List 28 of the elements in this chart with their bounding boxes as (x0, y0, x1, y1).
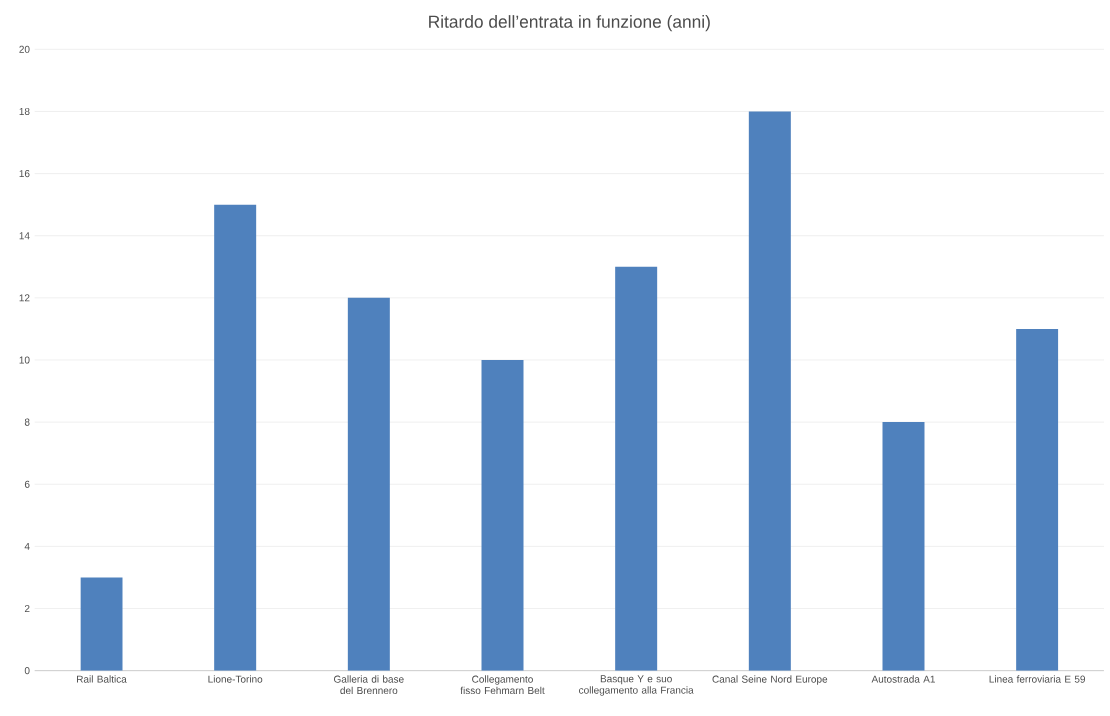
y-tick-label: 14 (19, 232, 30, 240)
y-tick-label: 2 (24, 605, 30, 613)
x-tick-label: Canal Seine Nord Europe (712, 675, 828, 685)
y-tick-label: 20 (19, 45, 30, 53)
x-tick-label: Lione-Torino (208, 675, 263, 683)
x-tick-label: Autostrada A1 (871, 675, 935, 683)
x-tick-label: Collegamento fisso Fehmarn Belt (460, 675, 545, 695)
y-tick-label: 8 (24, 418, 30, 426)
x-tick-label: Basque Y e suo collegamento alla Francia (579, 675, 694, 696)
y-tick-label: 6 (24, 480, 30, 488)
bar (347, 297, 390, 671)
bar (481, 359, 524, 671)
bar (882, 422, 925, 671)
y-tick-label: 4 (24, 542, 30, 550)
x-tick-label: Rail Baltica (77, 675, 127, 683)
bar (748, 111, 791, 671)
x-tick-label: Linea ferroviaria E 59 (989, 675, 1086, 683)
bar (214, 204, 257, 671)
x-tick-label: Galleria di base del Brennero (334, 675, 404, 695)
bar (80, 577, 123, 671)
y-tick-label: 18 (19, 107, 30, 115)
y-tick-label: 0 (24, 667, 30, 675)
y-tick-label: 12 (19, 294, 30, 302)
bar (615, 266, 658, 671)
bar (1016, 328, 1059, 671)
chart-title: Ritardo dell’entrata in funzione (anni) (429, 15, 710, 32)
y-tick-label: 16 (19, 170, 30, 178)
y-tick-label: 10 (19, 356, 30, 364)
